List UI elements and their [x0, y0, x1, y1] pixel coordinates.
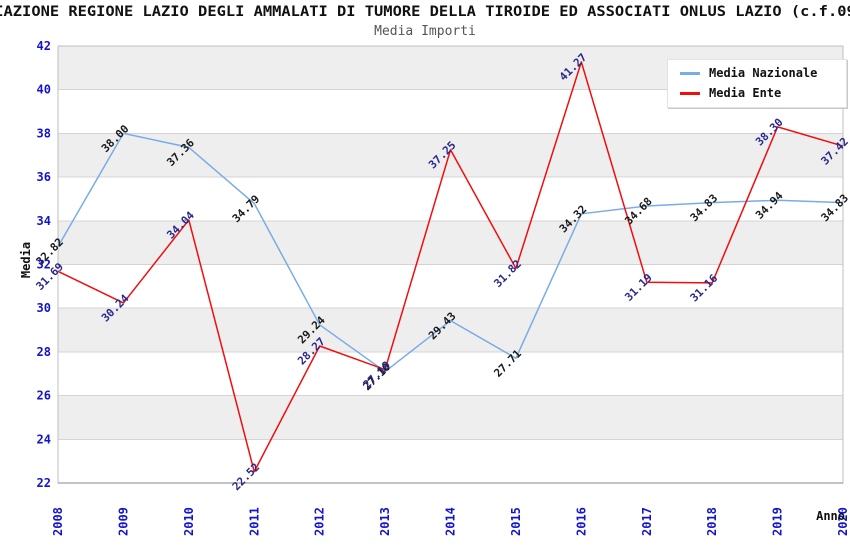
- x-tick-label: 2014: [444, 507, 458, 536]
- series-line-media-nazionale: [57, 132, 844, 373]
- data-label: 31.19: [622, 271, 655, 304]
- y-tick-label: 34: [37, 214, 51, 228]
- x-tick-label: 2008: [51, 507, 65, 536]
- data-label: 34.83: [819, 192, 850, 225]
- x-tick-label: 2020: [836, 507, 850, 536]
- y-axis-title: Media: [19, 242, 33, 278]
- y-tick-label: 32: [37, 258, 51, 272]
- x-tick-label: 2011: [247, 507, 261, 536]
- legend-item-label: Media Ente: [709, 86, 782, 100]
- chart-subtitle: Media Importi: [374, 24, 476, 39]
- x-tick-label: 2012: [313, 507, 327, 536]
- y-tick-label: 22: [37, 476, 51, 490]
- data-label: 22.52: [230, 461, 263, 494]
- data-label: 31.16: [688, 272, 721, 305]
- x-tick-label: 2010: [182, 507, 196, 536]
- x-tick-label: 2017: [640, 507, 654, 536]
- y-tick-label: 42: [37, 39, 51, 53]
- legend-swatch-line: [680, 91, 700, 95]
- legend-swatch-line: [680, 71, 700, 75]
- plot-band: [58, 220, 843, 265]
- legend: Media Nazionale Media Ente: [667, 59, 847, 108]
- y-tick-label: 28: [37, 345, 51, 359]
- y-tick-label: 40: [37, 83, 51, 97]
- data-label: 34.83: [688, 192, 721, 225]
- plot-band: [58, 395, 843, 440]
- y-tick-label: 38: [37, 126, 51, 140]
- x-tick-label: 2019: [771, 507, 785, 536]
- x-tick-label: 2018: [705, 507, 719, 536]
- legend-item: Media Ente: [668, 83, 846, 103]
- legend-item: Media Nazionale: [668, 63, 846, 83]
- x-tick-label: 2015: [509, 507, 523, 536]
- data-label: 27.19: [361, 359, 394, 392]
- y-tick-label: 26: [37, 389, 51, 403]
- y-tick-label: 36: [37, 170, 51, 184]
- x-axis-title: Anno: [816, 509, 845, 523]
- data-label: 34.94: [753, 189, 786, 222]
- plot-band: [58, 308, 843, 352]
- x-tick-label: 2016: [574, 507, 588, 536]
- x-tick-label: 2009: [116, 507, 130, 536]
- chart-title: CIAZIONE REGIONE LAZIO DEGLI AMMALATI DI…: [0, 4, 850, 20]
- x-tick-label: 2013: [378, 507, 392, 536]
- series-line-media-ente: [57, 61, 844, 473]
- y-tick-label: 30: [37, 301, 51, 315]
- y-tick-label: 24: [37, 432, 51, 446]
- legend-item-label: Media Nazionale: [709, 66, 818, 80]
- plot-band: [58, 133, 843, 178]
